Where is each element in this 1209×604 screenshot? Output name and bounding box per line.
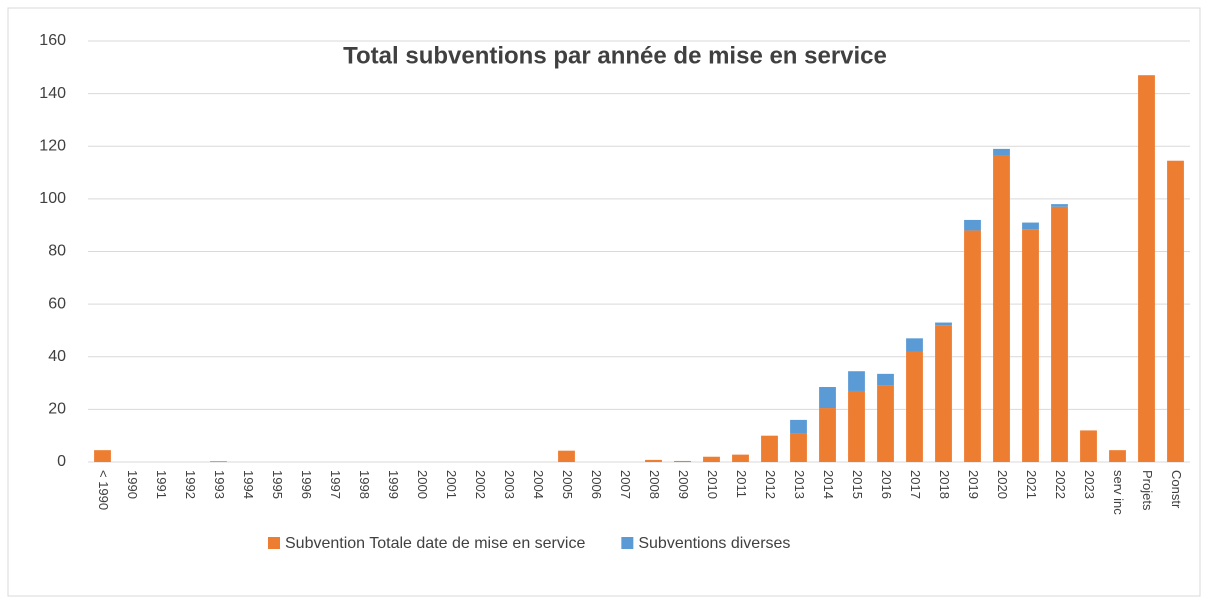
bar-segment <box>993 155 1010 462</box>
x-tick-label: 2008 <box>647 470 662 499</box>
bar-segment <box>877 373 894 386</box>
x-tick-label: 2019 <box>966 470 981 499</box>
bar-segment <box>964 230 981 462</box>
bar-segment <box>558 450 575 462</box>
bar-segment <box>1167 160 1184 463</box>
bar-segment <box>877 385 894 462</box>
bar-segment <box>1051 206 1068 462</box>
bar-segment <box>1022 222 1039 230</box>
x-tick-label: 2021 <box>1024 470 1039 499</box>
x-tick-label: 2010 <box>705 470 720 499</box>
x-tick-label: 2016 <box>879 470 894 499</box>
bar-segment <box>819 408 836 462</box>
x-tick-label: < 1990 <box>96 470 111 510</box>
legend-label: Subvention Totale date de mise en servic… <box>285 535 585 552</box>
bar-segment <box>848 390 865 462</box>
x-tick-label: 1993 <box>212 470 227 499</box>
x-tick-label: 2013 <box>792 470 807 499</box>
x-tick-label: 2011 <box>734 470 749 498</box>
x-tick-label: 2014 <box>821 470 836 499</box>
y-tick-label: 160 <box>39 32 66 49</box>
bar-segment <box>210 461 227 462</box>
bar-segment <box>94 450 111 462</box>
x-tick-label: 2001 <box>444 470 459 499</box>
x-tick-label: 1995 <box>270 470 285 499</box>
bar-segment <box>1022 229 1039 462</box>
x-tick-label: 2005 <box>560 470 575 499</box>
x-tick-label: 2004 <box>531 470 546 499</box>
y-tick-label: 40 <box>48 348 66 365</box>
y-tick-label: 60 <box>48 295 66 312</box>
bar-segment <box>1051 204 1068 207</box>
x-tick-label: 1994 <box>241 470 256 499</box>
x-tick-label: 1991 <box>154 470 169 499</box>
x-tick-label: 2000 <box>415 470 430 499</box>
x-tick-label: 2009 <box>676 470 691 499</box>
x-tick-label: 1997 <box>328 470 343 499</box>
x-tick-label: 2012 <box>763 470 778 499</box>
bar-segment <box>703 456 720 462</box>
bar-segment <box>935 322 952 326</box>
bar-segment <box>964 219 981 231</box>
y-tick-label: 20 <box>48 401 66 418</box>
x-tick-label: 2023 <box>1082 470 1097 499</box>
chart-frame <box>7 7 1201 597</box>
x-tick-label: 2020 <box>995 470 1010 499</box>
bar-segment <box>790 433 807 462</box>
bar-segment <box>906 338 923 352</box>
x-tick-label: 2017 <box>908 470 923 499</box>
x-tick-label: 2003 <box>502 470 517 499</box>
y-tick-label: 120 <box>39 137 66 154</box>
legend-swatch <box>621 537 634 549</box>
x-tick-label: 2002 <box>473 470 488 499</box>
x-tick-label: 2022 <box>1053 470 1068 499</box>
y-tick-label: 100 <box>39 190 66 207</box>
x-tick-label: 1999 <box>386 470 401 499</box>
x-tick-label: 2006 <box>589 470 604 499</box>
bar-segment <box>935 325 952 462</box>
bar-segment <box>1080 430 1097 462</box>
bar-segment <box>906 351 923 462</box>
x-tick-label: Projets <box>1140 470 1155 511</box>
x-tick-label: 1992 <box>183 470 198 499</box>
bar-segment <box>732 454 749 462</box>
legend-label: Subventions diverses <box>638 535 790 552</box>
x-tick-label: serv inc <box>1111 470 1126 515</box>
bar-segment <box>645 459 662 462</box>
bar-segment <box>848 371 865 391</box>
bar-segment <box>993 148 1010 156</box>
bar-segment <box>819 387 836 409</box>
x-tick-label: 2007 <box>618 470 633 499</box>
y-tick-label: 0 <box>57 453 66 470</box>
chart-title: Total subventions par année de mise en s… <box>343 42 887 69</box>
y-tick-label: 80 <box>48 243 66 260</box>
bar-segment <box>1138 75 1155 463</box>
x-tick-label: 2018 <box>937 470 952 499</box>
x-tick-label: 1998 <box>357 470 372 499</box>
bar-segment <box>790 419 807 434</box>
legend-swatch <box>268 537 280 549</box>
x-tick-label: 1990 <box>125 470 140 499</box>
bar-segment <box>761 435 778 462</box>
bar-segment <box>674 460 691 462</box>
bar-segment <box>1109 450 1126 462</box>
x-tick-label: Constr <box>1169 470 1184 509</box>
x-tick-label: 2015 <box>850 470 865 499</box>
x-tick-label: 1996 <box>299 470 314 499</box>
y-tick-label: 140 <box>39 85 66 102</box>
